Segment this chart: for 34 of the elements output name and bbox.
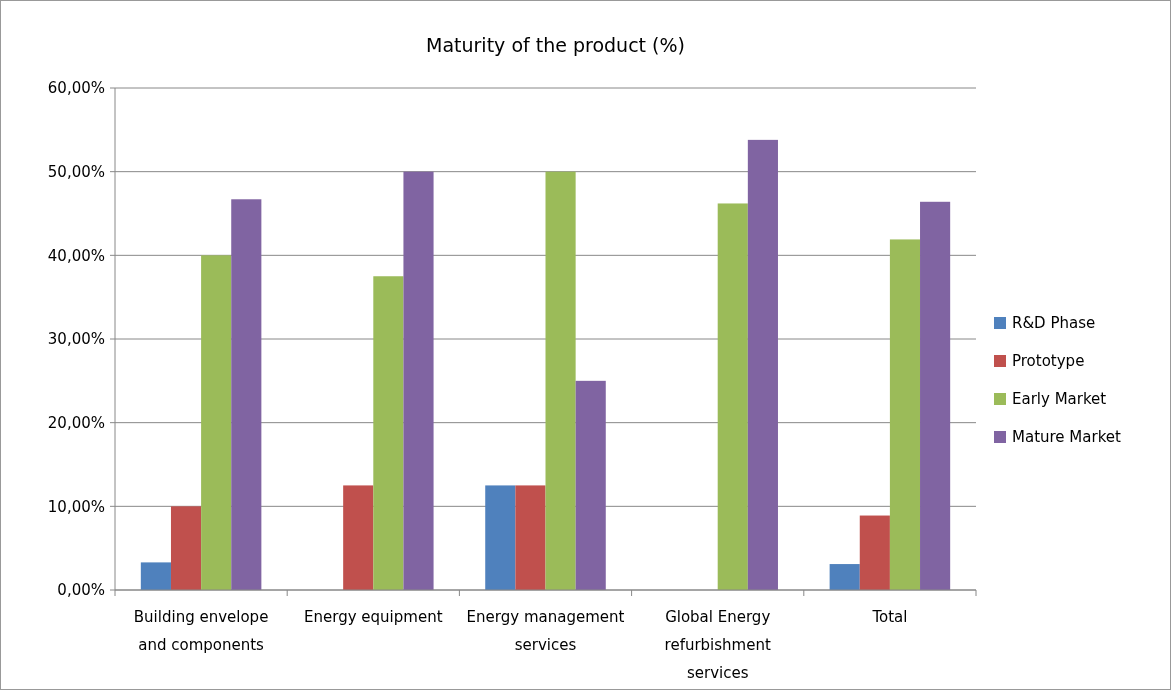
chart-title: Maturity of the product (%) — [426, 34, 685, 56]
y-tick-label: 10,00% — [47, 497, 105, 516]
legend-label: Mature Market — [1012, 428, 1122, 447]
x-tick-label: Energy management services — [466, 608, 625, 654]
legend-label: R&D Phase — [1012, 314, 1096, 333]
bar — [889, 239, 921, 590]
x-tick-label: Building envelope and components — [133, 608, 269, 654]
bar — [829, 564, 860, 590]
bar — [403, 171, 434, 590]
bar — [373, 276, 404, 590]
bar — [717, 203, 748, 590]
bar — [343, 485, 374, 590]
bar — [859, 515, 890, 590]
y-tick-label: 30,00% — [47, 330, 105, 349]
bar — [140, 562, 171, 590]
bar — [545, 171, 576, 590]
bar — [920, 201, 951, 590]
bar — [747, 139, 778, 590]
bar — [485, 485, 516, 590]
legend-label: Early Market — [1012, 390, 1107, 409]
x-tick-label: Total — [871, 608, 908, 626]
bar — [170, 506, 202, 590]
x-tick-label: Global Energy refurbishment services — [664, 608, 771, 682]
bar — [231, 199, 262, 590]
legend-label: Prototype — [1012, 352, 1085, 371]
y-tick-label: 40,00% — [47, 246, 105, 265]
y-tick-label: 20,00% — [47, 413, 105, 432]
y-tick-label: 50,00% — [47, 162, 105, 181]
bar — [201, 255, 232, 590]
y-tick-label: 60,00% — [47, 79, 105, 98]
bar — [515, 485, 546, 590]
bar — [575, 380, 606, 590]
y-tick-label: 0,00% — [57, 581, 105, 600]
x-tick-label: Energy equipment — [304, 608, 443, 626]
